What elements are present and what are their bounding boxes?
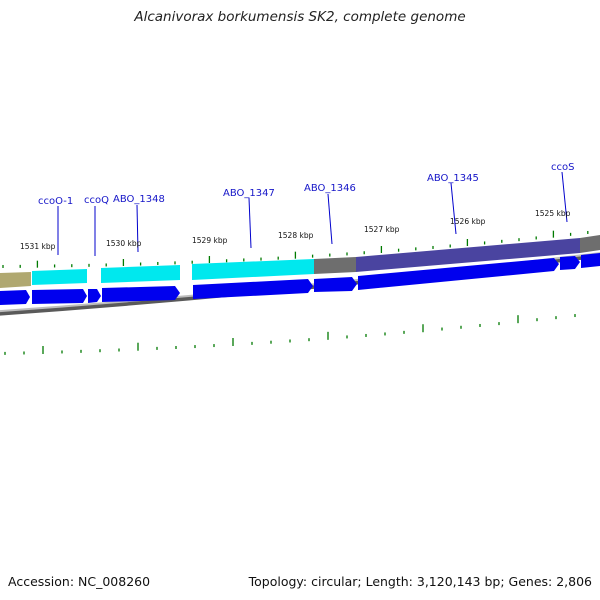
cds-arrow-edge[interactable]	[581, 253, 600, 268]
tick-label-1526: 1526 kbp	[450, 217, 486, 226]
gene-bar-ABO_1348[interactable]	[101, 265, 180, 283]
leader-line-ABO_1345	[450, 182, 457, 235]
cds-arrow-ABO_1345[interactable]	[358, 258, 559, 290]
gene-label-layer: ccoO-1 ccoQ ABO_1348 ABO_1347 ABO_1346 A…	[38, 162, 574, 207]
gene-bar-ABO_1346[interactable]	[314, 257, 356, 274]
gene-bar-olive	[0, 272, 31, 288]
gene-label-ABO_1348[interactable]: ABO_1348	[113, 194, 165, 205]
leader-lines	[57, 171, 568, 256]
gene-label-ccoS[interactable]: ccoS	[551, 162, 574, 173]
gene-label-ABO_1346[interactable]: ABO_1346	[304, 183, 356, 194]
accession-text: Accession: NC_008260	[8, 574, 151, 589]
tick-label-1528: 1528 kbp	[278, 231, 314, 240]
tick-label-1527: 1527 kbp	[364, 225, 400, 234]
tick-marks	[2, 230, 589, 355]
tick-label-1531: 1531 kbp	[20, 242, 56, 251]
genome-summary-text: Topology: circular; Length: 3,120,143 bp…	[248, 574, 592, 589]
leader-line-ccoS	[561, 171, 568, 223]
cds-arrow-1[interactable]	[0, 290, 30, 305]
leader-line-ABO_1348	[136, 204, 139, 253]
cds-arrow-ABO_1348[interactable]	[102, 286, 180, 302]
gene-label-ccoO-1[interactable]: ccoO-1	[38, 196, 73, 207]
gene-bar-ccoO-1[interactable]	[32, 269, 87, 285]
gene-label-ABO_1345[interactable]: ABO_1345	[427, 173, 479, 184]
cds-arrow-ccoO-1[interactable]	[32, 289, 87, 304]
gene-label-ccoQ[interactable]: ccoQ	[84, 195, 109, 206]
cds-arrow-ccoQ[interactable]	[88, 289, 101, 303]
leader-line-ABO_1346	[327, 193, 333, 245]
tick-label-1529: 1529 kbp	[192, 236, 228, 245]
cds-track	[0, 253, 600, 305]
gene-bar-ccoS[interactable]	[580, 235, 600, 253]
cds-arrow-ccoS[interactable]	[560, 256, 580, 270]
leader-line-ABO_1347	[248, 197, 252, 249]
gene-label-ABO_1347[interactable]: ABO_1347	[223, 188, 275, 199]
cds-arrow-ABO_1347[interactable]	[193, 279, 313, 299]
gene-bar-ABO_1347[interactable]	[192, 259, 314, 280]
kbp-label-layer: 1531 kbp 1530 kbp 1529 kbp 1528 kbp 1527…	[20, 209, 571, 251]
map-title: Alcanivorax borkumensis SK2, complete ge…	[134, 9, 466, 25]
gene-bar-ABO_1345[interactable]	[356, 238, 580, 272]
tick-label-1530: 1530 kbp	[106, 239, 142, 248]
tick-label-1525: 1525 kbp	[535, 209, 571, 218]
gene-track	[0, 235, 600, 288]
cds-arrow-ABO_1346[interactable]	[314, 277, 357, 292]
